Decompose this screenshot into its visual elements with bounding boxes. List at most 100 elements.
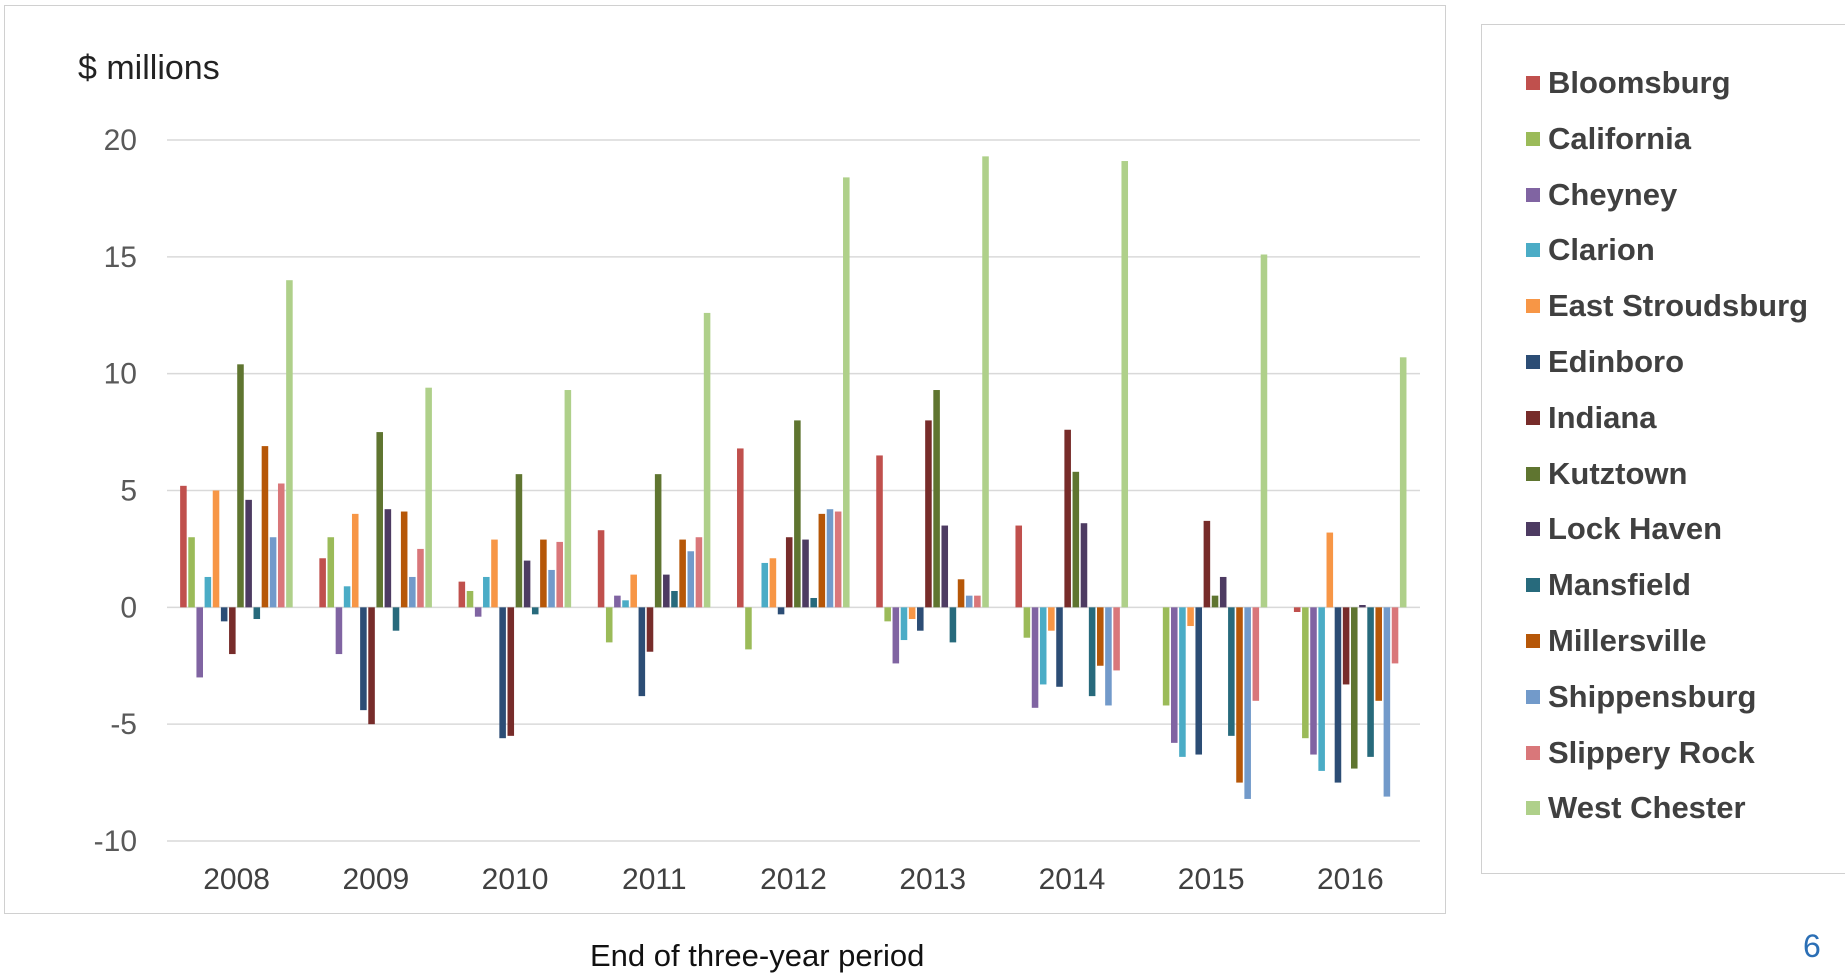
legend-item: Bloomsburg <box>1526 63 1731 103</box>
y-tick-label: 10 <box>104 358 137 391</box>
legend-item: West Chester <box>1526 788 1746 828</box>
bar <box>941 525 949 608</box>
legend-item: Slippery Rock <box>1526 733 1755 773</box>
bar <box>417 548 424 608</box>
bar <box>1383 607 1391 797</box>
legend-swatch <box>1526 243 1540 258</box>
legend-label: Lock Haven <box>1548 511 1723 547</box>
legend-swatch <box>1526 745 1540 760</box>
bar <box>531 607 539 615</box>
bar <box>474 607 482 617</box>
bar <box>1187 607 1194 627</box>
bar <box>802 539 809 608</box>
bar <box>286 280 293 608</box>
bar <box>679 539 686 608</box>
bar <box>1023 607 1031 638</box>
bar <box>483 576 490 608</box>
y-axis-title: $ millions <box>78 49 220 87</box>
bar <box>556 541 563 608</box>
bar <box>1334 607 1342 783</box>
x-axis-title: End of three-year period <box>590 938 925 973</box>
bar <box>335 607 343 655</box>
bar <box>1113 607 1120 671</box>
bar <box>1015 525 1023 608</box>
bar <box>1064 429 1071 608</box>
x-tick-label: 2011 <box>622 863 687 896</box>
bar <box>269 537 277 608</box>
bar <box>1048 607 1055 631</box>
bar <box>1097 607 1104 666</box>
bar <box>253 607 261 620</box>
legend-item: Indiana <box>1526 398 1657 438</box>
bar <box>974 595 981 608</box>
legend-label: Mansfield <box>1548 567 1691 603</box>
legend-item: Cheyney <box>1526 175 1677 215</box>
bar <box>1039 607 1047 685</box>
legend-item: Clarion <box>1526 230 1655 270</box>
legend-item: California <box>1526 119 1691 159</box>
bar <box>343 586 351 608</box>
bar <box>933 390 940 608</box>
legend-label: Kutztown <box>1548 455 1688 491</box>
bar <box>180 485 187 608</box>
legend-swatch <box>1526 76 1540 90</box>
bar <box>376 432 383 608</box>
bar <box>843 177 850 608</box>
bar <box>745 607 752 650</box>
bar <box>785 537 793 608</box>
bar <box>277 483 285 608</box>
legend-label: Bloomsburg <box>1548 65 1731 100</box>
bar <box>1260 254 1268 608</box>
x-tick-label: 2009 <box>342 863 409 896</box>
bar <box>1072 471 1080 608</box>
bar <box>368 607 375 725</box>
bar <box>212 490 220 608</box>
bar <box>1310 607 1317 755</box>
bar <box>654 474 662 608</box>
y-tick-label: -10 <box>94 825 137 858</box>
bar <box>957 579 965 608</box>
y-tick-label: 20 <box>104 124 137 157</box>
bar <box>769 558 777 608</box>
bar <box>360 607 367 711</box>
x-tick-label: 2013 <box>899 863 966 896</box>
bar <box>188 537 195 608</box>
bar <box>564 390 572 608</box>
bar <box>1252 607 1260 701</box>
legend-label: West Chester <box>1548 790 1746 826</box>
bar <box>794 420 801 608</box>
legend-label: Slippery Rock <box>1548 734 1755 770</box>
bar <box>196 607 203 678</box>
bar <box>622 600 629 608</box>
x-tick-label: 2008 <box>203 863 270 896</box>
bar <box>1056 607 1063 687</box>
bar <box>687 551 695 608</box>
bar <box>737 448 744 608</box>
bar <box>876 455 883 608</box>
bar <box>1203 520 1211 608</box>
bar <box>1162 607 1170 706</box>
bar <box>671 590 678 608</box>
bar <box>384 509 392 608</box>
legend-item: Shippensburg <box>1526 677 1756 717</box>
bar <box>204 576 212 608</box>
bar <box>523 560 531 608</box>
bar <box>1244 607 1251 799</box>
x-tick-label: 2014 <box>1039 863 1106 896</box>
legend-item: Kutztown <box>1526 454 1687 494</box>
bar <box>908 607 916 620</box>
bar <box>425 387 432 608</box>
y-tick-label: 0 <box>120 591 137 624</box>
legend-label: Indiana <box>1548 399 1657 435</box>
bar <box>900 607 908 641</box>
bar <box>548 569 555 608</box>
legend-swatch <box>1526 410 1540 425</box>
legend-swatch <box>1526 522 1540 537</box>
bar <box>1399 357 1407 608</box>
bar <box>515 474 523 608</box>
legend-label: Shippensburg <box>1548 678 1757 714</box>
bar <box>1350 607 1358 769</box>
bar <box>965 595 973 608</box>
bar <box>261 446 269 608</box>
bar-chart: -10 -5 0 5 10 15 20 2008 2009 2010 2011 2012 2013 201… <box>78 49 1420 896</box>
